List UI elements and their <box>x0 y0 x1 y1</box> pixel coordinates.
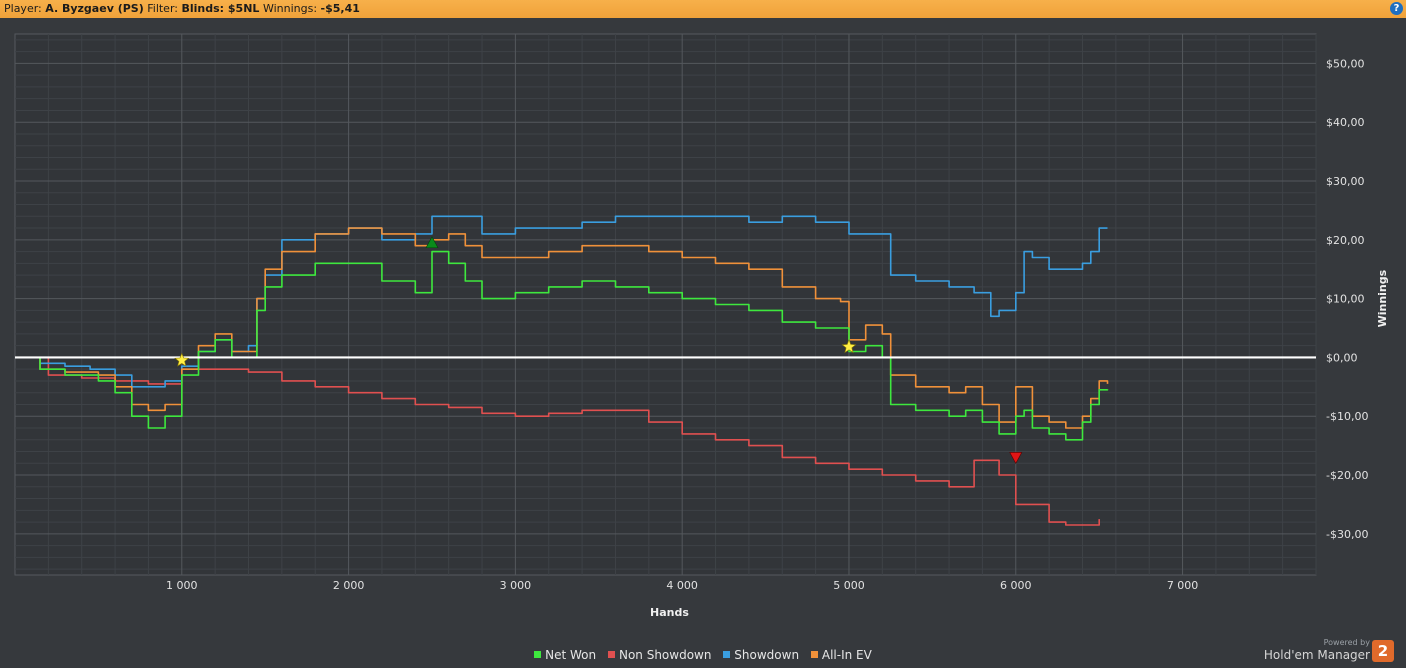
star-marker <box>841 338 857 354</box>
plot-area <box>14 33 1317 576</box>
y-tick-label: $30,00 <box>1326 175 1365 188</box>
brand-name: Hold'em Manager <box>1263 648 1370 662</box>
winnings-value: -$5,41 <box>320 2 360 15</box>
x-tick-label: 4 000 <box>666 579 698 592</box>
powered-by: Powered by Hold'em Manager <box>1264 638 1370 662</box>
legend-item-non-showdown[interactable]: Non Showdown <box>607 648 712 662</box>
legend-swatch-net-won <box>534 651 542 658</box>
winnings-label: Winnings: <box>262 2 318 15</box>
legend-swatch-showdown <box>723 651 731 658</box>
series-line-all-in-ev <box>15 227 1109 429</box>
player-value: A. Byzgaev (PS) <box>45 2 144 15</box>
player-label: Player: <box>4 2 42 15</box>
winnings-chart: 1 000 2 000 3 000 4 000 5 000 6 000 7 000 $50,0… <box>14 33 1389 619</box>
x-tick-label: 3 000 <box>500 579 532 592</box>
y-tick-label: $10,00 <box>1326 293 1365 306</box>
y-tick-label: $0,00 <box>1326 351 1358 364</box>
help-icon[interactable]: ? <box>1390 2 1403 15</box>
legend-label: Non Showdown <box>618 648 712 662</box>
x-tick-label: 1 000 <box>166 579 198 592</box>
y-tick-label: $20,00 <box>1326 234 1365 247</box>
hem-logo-icon: 2 <box>1372 640 1394 662</box>
y-tick-label: -$10,00 <box>1326 410 1368 423</box>
legend-item-all-in-ev[interactable]: All-In EV <box>810 648 872 662</box>
x-tick-label: 5 000 <box>833 579 865 592</box>
legend-swatch-all-in-ev <box>810 651 818 658</box>
min-marker <box>1009 452 1023 465</box>
legend-item-showdown[interactable]: Showdown <box>723 648 799 662</box>
series-line-net-won <box>15 250 1109 441</box>
legend-swatch-non-showdown <box>607 651 615 658</box>
y-tick-label: $50,00 <box>1326 57 1365 70</box>
legend-item-net-won[interactable]: Net Won <box>534 648 596 662</box>
series-line-non-showdown <box>15 356 1100 526</box>
legend-label: Showdown <box>734 648 800 662</box>
legend-label: All-In EV <box>821 648 872 662</box>
max-marker <box>425 236 439 249</box>
star-marker <box>174 352 190 367</box>
x-tick-label: 2 000 <box>333 579 365 592</box>
legend: Net Won Non Showdown Showdown All-In EV <box>0 648 1406 662</box>
legend-label: Net Won <box>545 648 597 662</box>
y-tick-label: -$20,00 <box>1326 469 1368 482</box>
y-tick-label: -$30,00 <box>1326 528 1368 541</box>
filter-value[interactable]: Blinds: $5NL <box>181 2 260 15</box>
filter-label: Filter: <box>147 2 178 15</box>
x-axis-title: Hands <box>650 606 689 619</box>
x-tick-label: 7 000 <box>1167 579 1199 592</box>
y-tick-label: $40,00 <box>1326 116 1365 129</box>
x-tick-label: 6 000 <box>1000 579 1032 592</box>
powered-by-text: Powered by <box>1323 638 1370 647</box>
header-bar: Player: A. Byzgaev (PS) Filter: Blinds: … <box>0 0 1406 18</box>
y-axis-title: Winnings <box>1376 269 1389 327</box>
